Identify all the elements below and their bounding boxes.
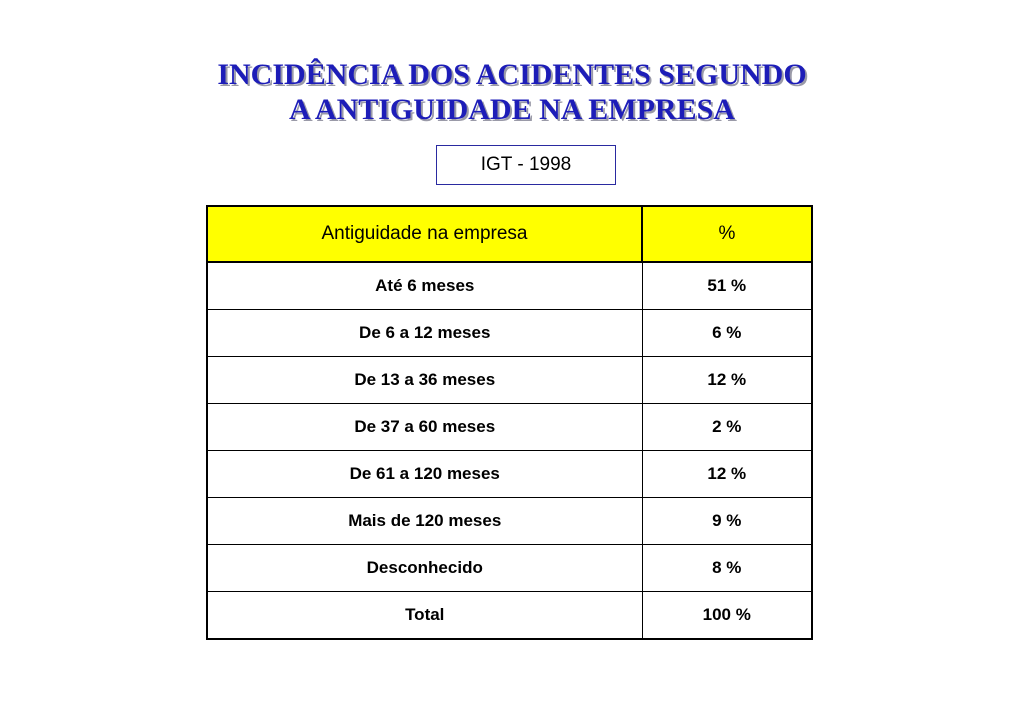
percent-cell: 9 % [641, 497, 813, 545]
percent-cell: 6 % [641, 309, 813, 357]
seniority-cell: Desconhecido [206, 544, 643, 592]
column-header-seniority: Antiguidade na empresa [206, 205, 643, 263]
table-row: Até 6 meses 51 % [206, 261, 813, 310]
column-header-percent: % [641, 205, 813, 263]
seniority-cell: De 37 a 60 meses [206, 403, 643, 451]
source-label: IGT - 1998 [436, 145, 616, 185]
seniority-cell: Total [206, 591, 643, 640]
table-total-row: Total 100 % [206, 591, 813, 640]
table-header-row: Antiguidade na empresa % [206, 205, 813, 263]
table-row: De 13 a 36 meses 12 % [206, 356, 813, 404]
percent-cell: 2 % [641, 403, 813, 451]
table-row: De 61 a 120 meses 12 % [206, 450, 813, 498]
percent-cell: 12 % [641, 450, 813, 498]
table-row: Mais de 120 meses 9 % [206, 497, 813, 545]
table-row: De 37 a 60 meses 2 % [206, 403, 813, 451]
percent-cell: 12 % [641, 356, 813, 404]
page-title: INCIDÊNCIA DOS ACIDENTES SEGUNDO A ANTIG… [0, 57, 1024, 127]
seniority-cell: De 13 a 36 meses [206, 356, 643, 404]
seniority-cell: Mais de 120 meses [206, 497, 643, 545]
table-row: De 6 a 12 meses 6 % [206, 309, 813, 357]
page-title-line-2: A ANTIGUIDADE NA EMPRESA [289, 93, 735, 126]
percent-cell: 51 % [641, 261, 813, 310]
seniority-cell: Até 6 meses [206, 261, 643, 310]
page-title-line-1: INCIDÊNCIA DOS ACIDENTES SEGUNDO [217, 58, 807, 91]
seniority-cell: De 6 a 12 meses [206, 309, 643, 357]
seniority-cell: De 61 a 120 meses [206, 450, 643, 498]
percent-cell: 100 % [641, 591, 813, 640]
table-row: Desconhecido 8 % [206, 544, 813, 592]
incidence-table: Antiguidade na empresa % Até 6 meses 51 … [206, 205, 813, 640]
percent-cell: 8 % [641, 544, 813, 592]
